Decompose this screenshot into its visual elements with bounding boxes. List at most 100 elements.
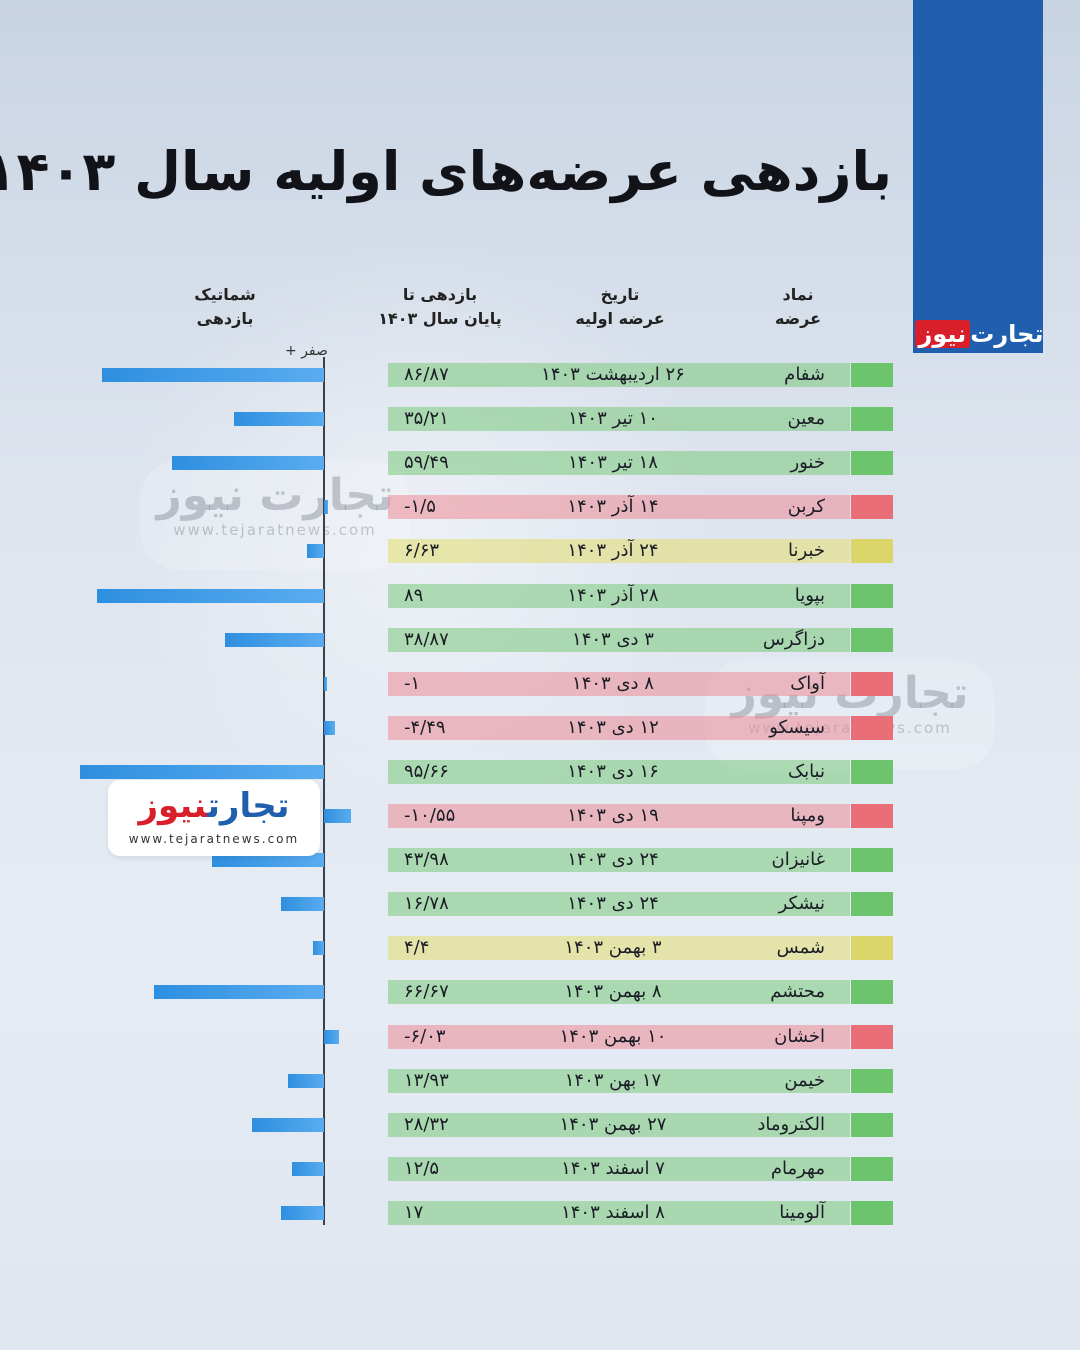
return-bar <box>307 544 324 558</box>
row-background <box>388 584 850 608</box>
brand-logo-part2: نیوز <box>914 320 971 348</box>
page-title: بازدهی عرضه‌های اولیه سال ۱۴۰۳ <box>0 140 892 203</box>
row-return: ۱۲/۵ <box>404 1158 440 1179</box>
logo-card-part1: تجارت <box>207 786 290 826</box>
table-row: محتشم ۸ بهمن ۱۴۰۳ ۶۶/۶۷ <box>388 980 893 1004</box>
row-background <box>388 451 850 475</box>
row-background <box>388 716 850 740</box>
row-background <box>388 848 850 872</box>
row-status-flag <box>851 804 893 828</box>
row-symbol: اخشان <box>774 1026 825 1047</box>
table-row: مهرمام ۷ اسفند ۱۴۰۳ ۱۲/۵ <box>388 1157 893 1181</box>
zero-axis-label: صفر + <box>285 343 328 359</box>
row-return: -۱/۵ <box>404 496 436 517</box>
row-date: ۱۸ تیر ۱۴۰۳ <box>568 452 658 473</box>
row-symbol: ومپنا <box>790 805 825 826</box>
row-date: ۸ بهمن ۱۴۰۳ <box>564 981 662 1002</box>
row-status-flag <box>851 760 893 784</box>
return-bar <box>211 853 324 867</box>
row-status-flag <box>851 363 893 387</box>
return-bar <box>224 633 324 647</box>
row-background <box>388 1157 850 1181</box>
row-return: -۶/۰۳ <box>404 1026 446 1047</box>
return-bar <box>324 1030 340 1044</box>
row-date: ۲۶ اردیبهشت ۱۴۰۳ <box>541 364 685 385</box>
table-row: ومپنا ۱۹ دی ۱۴۰۳ -۱۰/۵۵ <box>388 804 893 828</box>
table-row: بپویا ۲۸ آذر ۱۴۰۳ ۸۹ <box>388 584 893 608</box>
row-symbol: شمس <box>776 937 825 958</box>
row-status-flag <box>851 1157 893 1181</box>
header-return: بازدهی تا پایان سال ۱۴۰۳ <box>378 285 502 328</box>
row-background <box>388 407 850 431</box>
row-date: ۸ دی ۱۴۰۳ <box>572 673 654 694</box>
row-return: ۸۶/۸۷ <box>404 364 449 385</box>
row-symbol: خیمن <box>784 1070 825 1091</box>
return-bar <box>288 1074 324 1088</box>
table-row: سیسکو ۱۲ دی ۱۴۰۳ -۴/۴۹ <box>388 716 893 740</box>
row-return: -۴/۴۹ <box>404 717 446 738</box>
return-bar <box>234 412 324 426</box>
row-status-flag <box>851 1069 893 1093</box>
return-bar <box>97 589 324 603</box>
row-symbol: خنور <box>790 452 825 473</box>
row-symbol: آلومینا <box>779 1202 825 1223</box>
brand-logo: تجارت نیوز <box>913 315 1043 353</box>
row-symbol: خبرنا <box>788 540 825 561</box>
return-bar <box>280 1206 324 1220</box>
table-row: غانیزان ۲۴ دی ۱۴۰۳ ۴۳/۹۸ <box>388 848 893 872</box>
row-date: ۸ اسفند ۱۴۰۳ <box>561 1202 665 1223</box>
row-date: ۱۲ دی ۱۴۰۳ <box>567 717 659 738</box>
row-status-flag <box>851 584 893 608</box>
row-status-flag <box>851 848 893 872</box>
return-bar <box>172 456 324 470</box>
table-row: شمس ۳ بهمن ۱۴۰۳ ۴/۴ <box>388 936 893 960</box>
return-bar <box>292 1162 324 1176</box>
table-row: الکتروماد ۲۷ بهمن ۱۴۰۳ ۲۸/۳۲ <box>388 1113 893 1137</box>
row-symbol: کربن <box>787 496 825 517</box>
logo-card: تجارتنیوز www.tejaratnews.com <box>108 780 320 856</box>
watermark-box-left <box>140 460 410 570</box>
row-return: -۱۰/۵۵ <box>404 805 456 826</box>
table-row: نیشکر ۲۴ دی ۱۴۰۳ ۱۶/۷۸ <box>388 892 893 916</box>
row-symbol: معین <box>787 408 825 429</box>
row-status-flag <box>851 539 893 563</box>
row-date: ۲۸ آذر ۱۴۰۳ <box>567 585 659 606</box>
header-date: تاریخ عرضه اولیه <box>575 285 665 328</box>
row-return: ۱۷ <box>404 1202 424 1223</box>
row-status-flag <box>851 1201 893 1225</box>
watermark-left-url: www.tejaratnews.com <box>173 521 377 539</box>
row-return: ۶۶/۶۷ <box>404 981 449 1002</box>
row-symbol: نبابک <box>787 761 825 782</box>
return-bar <box>324 500 328 514</box>
row-return: ۸۹ <box>404 585 424 606</box>
table-row: خیمن ۱۷ بهن ۱۴۰۳ ۱۳/۹۳ <box>388 1069 893 1093</box>
row-background <box>388 363 850 387</box>
row-background <box>388 495 850 519</box>
table-row: خنور ۱۸ تیر ۱۴۰۳ ۵۹/۴۹ <box>388 451 893 475</box>
return-bar <box>312 941 324 955</box>
row-background <box>388 1201 850 1225</box>
row-date: ۱۷ بهن ۱۴۰۳ <box>564 1070 662 1091</box>
chart-zero-axis <box>323 357 325 1225</box>
row-return: ۹۵/۶۶ <box>404 761 449 782</box>
row-background <box>388 1113 850 1137</box>
return-bar <box>324 809 351 823</box>
logo-card-title: تجارتنیوز <box>108 786 320 826</box>
header-chart: شماتیک بازدهی <box>194 285 256 328</box>
row-status-flag <box>851 1025 893 1049</box>
row-return: ۱۶/۷۸ <box>404 893 449 914</box>
row-status-flag <box>851 980 893 1004</box>
row-background <box>388 1025 850 1049</box>
row-status-flag <box>851 451 893 475</box>
row-background <box>388 628 850 652</box>
return-bar <box>324 677 327 691</box>
row-symbol: دزاگرس <box>762 629 825 650</box>
row-background <box>388 936 850 960</box>
row-date: ۲۴ دی ۱۴۰۳ <box>567 893 659 914</box>
header-symbol: نماد عرضه <box>774 285 822 328</box>
row-date: ۲۴ آذر ۱۴۰۳ <box>567 540 659 561</box>
row-date: ۳ دی ۱۴۰۳ <box>572 629 654 650</box>
table-row: نبابک ۱۶ دی ۱۴۰۳ ۹۵/۶۶ <box>388 760 893 784</box>
row-symbol: محتشم <box>770 981 825 1002</box>
return-bar <box>324 721 336 735</box>
